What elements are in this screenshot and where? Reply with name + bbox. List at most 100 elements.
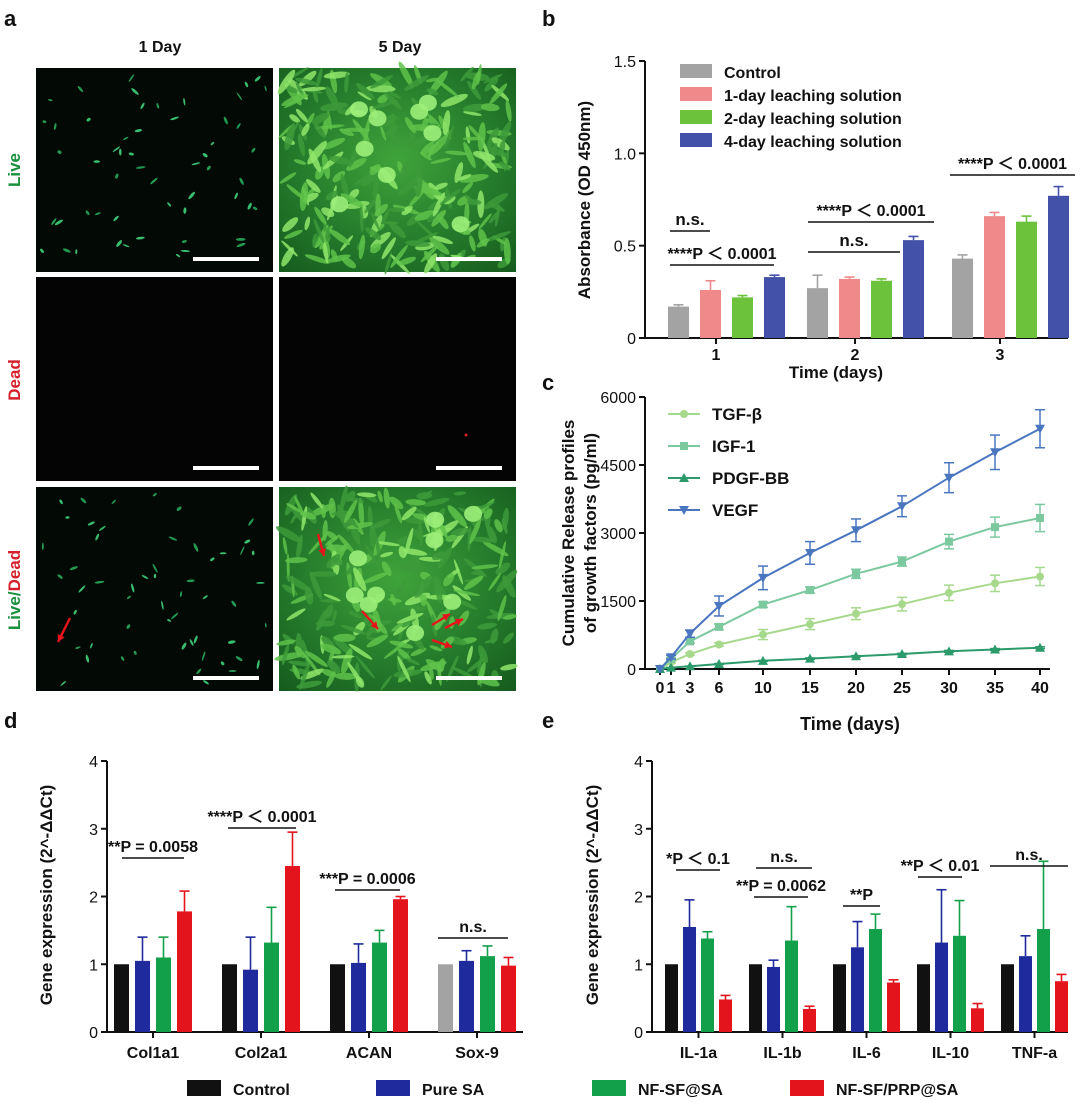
cell <box>235 237 246 241</box>
cell <box>486 525 497 544</box>
cell <box>341 648 353 674</box>
y-tick-label: 2 <box>634 890 643 907</box>
data-point <box>759 600 767 609</box>
cell <box>310 492 323 509</box>
bar <box>851 947 864 1032</box>
cell <box>484 231 511 242</box>
cell <box>251 147 256 153</box>
cell <box>251 550 255 556</box>
cell <box>347 661 363 686</box>
cell <box>75 249 78 255</box>
cell <box>340 624 366 635</box>
cell <box>51 218 57 226</box>
cell <box>375 536 381 562</box>
cell <box>334 672 357 680</box>
cell <box>467 526 472 552</box>
cell <box>202 595 208 600</box>
legend-label: PDGF-BB <box>712 469 789 488</box>
bar <box>803 1008 816 1032</box>
cell <box>282 537 288 555</box>
cell <box>281 247 294 267</box>
cell <box>464 194 477 205</box>
cell <box>414 575 433 598</box>
cell <box>323 593 341 602</box>
cell <box>252 206 258 211</box>
row-label-separator: / <box>5 591 24 596</box>
cell <box>264 85 267 92</box>
cell <box>301 86 327 92</box>
micrograph-grid <box>36 61 518 692</box>
bar <box>833 964 846 1032</box>
cell <box>312 90 319 103</box>
cell <box>161 600 164 610</box>
cell <box>73 609 77 615</box>
bar <box>701 938 714 1032</box>
bar <box>887 982 900 1032</box>
cell <box>489 83 508 105</box>
data-point <box>944 473 954 483</box>
scale-bar <box>436 466 502 470</box>
y-tick-label: 1500 <box>600 594 636 611</box>
cell <box>382 114 396 127</box>
x-tick-label: Col1a1 <box>127 1045 180 1062</box>
cell <box>316 67 323 88</box>
y-axis-title: Absorbance (OD 450nm) <box>575 101 594 299</box>
scale-bar <box>193 257 259 261</box>
cell <box>85 654 90 663</box>
cell <box>353 567 367 592</box>
bright-cell <box>443 593 462 610</box>
cell <box>463 111 482 116</box>
y-tick-label: 4 <box>89 754 98 771</box>
data-point <box>759 630 767 639</box>
cell <box>459 174 489 183</box>
cell <box>94 580 105 584</box>
cell <box>152 493 157 497</box>
cell <box>362 572 389 584</box>
data-point <box>806 586 814 595</box>
y-tick-label: 6000 <box>600 390 636 407</box>
y-tick-label: 3 <box>89 822 98 839</box>
bright-cell <box>349 550 367 567</box>
cell <box>420 245 439 263</box>
cell <box>471 564 499 570</box>
cell <box>369 164 381 176</box>
cell <box>397 648 411 661</box>
cell <box>314 206 327 225</box>
cell <box>57 574 63 579</box>
cell <box>453 589 481 596</box>
cell <box>228 670 237 672</box>
cell <box>432 192 446 217</box>
cell <box>337 504 351 532</box>
cell <box>53 123 57 130</box>
cell <box>286 503 302 513</box>
data-point <box>990 644 1000 654</box>
cell <box>309 571 337 577</box>
legend-label: 1-day leaching solution <box>724 88 902 105</box>
cell <box>188 191 195 200</box>
x-tick-label: 30 <box>940 680 958 697</box>
scale-bar <box>436 676 502 680</box>
cell <box>331 556 343 566</box>
cell <box>333 633 356 642</box>
series-line <box>659 575 1041 670</box>
data-point <box>666 653 676 663</box>
data-point <box>655 665 665 674</box>
micrograph-background <box>279 277 516 481</box>
cell <box>450 527 470 537</box>
cell <box>332 609 337 623</box>
y-tick-label: 3000 <box>600 526 636 543</box>
significance-label: **P ＜ 0.01 <box>901 858 980 875</box>
x-tick-label: 3 <box>686 680 695 697</box>
bright-cell <box>426 511 445 528</box>
red-arrow <box>361 610 379 630</box>
bar <box>719 999 732 1032</box>
cell <box>193 635 198 644</box>
cell <box>220 661 225 666</box>
cell <box>80 497 87 504</box>
cell <box>383 221 399 225</box>
bright-cell <box>425 532 444 549</box>
cell <box>388 597 402 603</box>
cell <box>357 91 372 101</box>
y-axis-title: Gene expression (2^-ΔΔCt) <box>583 785 602 1005</box>
data-point <box>945 588 953 597</box>
